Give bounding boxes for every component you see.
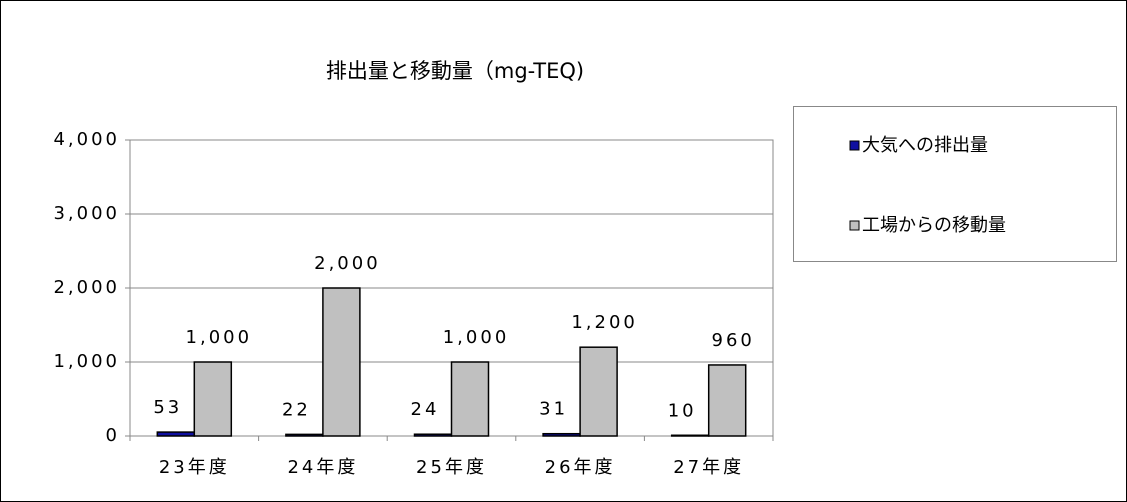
bar	[322, 287, 361, 437]
bar	[413, 433, 453, 437]
value-label: 24	[411, 399, 440, 420]
value-label: 1,200	[571, 312, 638, 333]
legend-box	[793, 106, 1117, 262]
y-tick-label: 3,000	[53, 203, 120, 224]
bar	[450, 361, 490, 437]
legend-swatch	[849, 140, 860, 151]
value-label: 10	[668, 400, 697, 421]
x-tick-label: 25年度	[416, 457, 487, 478]
bar	[156, 431, 196, 437]
y-tick-label: 0	[106, 425, 120, 446]
bar	[542, 432, 581, 437]
value-label: 1,000	[186, 327, 253, 348]
legend-label: 大気への排出量	[862, 135, 988, 156]
bar	[707, 364, 747, 437]
bar	[193, 361, 233, 437]
value-label: 53	[153, 397, 182, 418]
y-tick-label: 1,000	[53, 351, 120, 372]
value-label: 2,000	[314, 253, 381, 274]
legend-swatch	[849, 220, 860, 231]
value-label: 22	[282, 399, 311, 420]
value-label: 1,000	[443, 327, 510, 348]
bar	[670, 434, 710, 437]
x-tick-label: 27年度	[673, 457, 744, 478]
x-tick-label: 24年度	[287, 457, 358, 478]
chart-title: 排出量と移動量（mg-TEQ)	[326, 59, 584, 83]
y-tick-label: 2,000	[53, 277, 120, 298]
y-tick-label: 4,000	[53, 129, 120, 150]
bar	[579, 346, 618, 437]
x-tick-label: 26年度	[545, 457, 616, 478]
value-label: 960	[712, 330, 755, 351]
legend-label: 工場からの移動量	[862, 215, 1006, 236]
bar	[285, 433, 324, 437]
value-label: 31	[539, 399, 568, 420]
x-tick-label: 23年度	[159, 457, 230, 478]
